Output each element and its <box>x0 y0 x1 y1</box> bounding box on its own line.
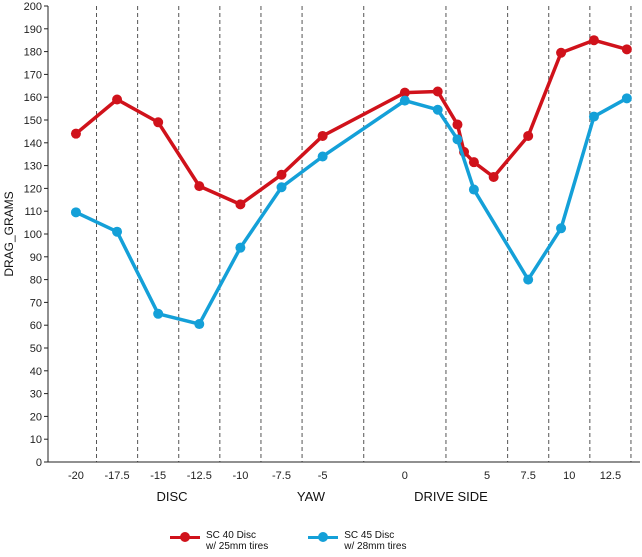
x-tick-label: -10 <box>232 470 248 482</box>
legend-label-sc40-line1: SC 40 Disc <box>206 530 257 541</box>
y-tick-label: 150 <box>24 115 42 127</box>
data-point <box>523 130 534 141</box>
data-point <box>621 44 632 55</box>
legend-dot-sc40 <box>180 532 190 542</box>
y-axis-title: DRAG_GRAMS <box>2 191 16 276</box>
data-point <box>112 94 123 105</box>
legend-label-sc40-line2: w/ 25mm tires <box>206 541 269 552</box>
data-point <box>194 181 205 192</box>
legend-item-sc45: SC 45 Disc w/ 28mm tires <box>308 530 406 552</box>
legend-label-sc40: SC 40 Disc w/ 25mm tires <box>206 530 268 552</box>
data-point <box>588 111 599 122</box>
y-tick-label: 140 <box>24 138 42 150</box>
data-point <box>452 119 463 130</box>
x-tick-label: -17.5 <box>105 470 130 482</box>
y-tick-label: 120 <box>24 183 42 195</box>
data-point <box>488 172 499 182</box>
data-point <box>153 117 164 128</box>
data-point <box>194 319 205 330</box>
x-tick-label: -20 <box>68 470 84 482</box>
data-point <box>70 207 81 218</box>
x-tick-label: 12.5 <box>600 470 621 482</box>
y-tick-label: 200 <box>24 1 42 13</box>
y-tick-label: 50 <box>30 343 42 355</box>
x-tick-label: 0 <box>402 470 408 482</box>
data-point <box>317 130 328 141</box>
data-point <box>317 151 328 162</box>
y-tick-label: 60 <box>30 320 42 332</box>
data-point <box>276 169 287 180</box>
y-tick-label: 110 <box>24 206 42 218</box>
data-point <box>235 242 246 253</box>
data-point <box>112 226 123 237</box>
data-point <box>556 223 567 234</box>
y-tick-label: 40 <box>30 366 42 378</box>
data-point <box>468 157 479 168</box>
x-tick-label: -7.5 <box>272 470 291 482</box>
y-tick-label: 80 <box>30 275 42 287</box>
series-lines <box>70 35 632 330</box>
axes <box>44 5 640 463</box>
region-label-drive-side: DRIVE SIDE <box>414 489 488 504</box>
data-point <box>432 86 443 97</box>
data-point <box>556 47 567 58</box>
data-point <box>621 93 632 104</box>
y-tick-label: 0 <box>36 457 42 469</box>
y-tick-label: 130 <box>24 161 42 173</box>
data-point <box>70 128 81 139</box>
y-tick-label: 160 <box>24 92 42 104</box>
region-label-disc: DISC <box>156 489 187 504</box>
y-tick-label: 70 <box>30 297 42 309</box>
series-line-1 <box>74 96 629 326</box>
data-point <box>468 184 479 195</box>
data-point <box>153 308 164 319</box>
x-tick-label: 7.5 <box>521 470 536 482</box>
y-tick-label: 190 <box>24 24 42 36</box>
x-axis-title: YAW <box>297 489 326 504</box>
data-point <box>276 182 287 193</box>
data-point <box>399 87 410 98</box>
legend: SC 40 Disc w/ 25mm tires SC 45 Disc w/ 2… <box>170 530 406 552</box>
legend-dot-sc45 <box>318 532 329 542</box>
y-tick-labels: 0 10 20 30 40 50 60 70 80 90 100 110 120 130 140 150 160… <box>24 1 42 469</box>
y-tick-label: 20 <box>30 411 42 423</box>
y-tick-label: 180 <box>24 47 42 59</box>
legend-swatch-sc45 <box>308 530 339 544</box>
x-tick-label: -15 <box>150 470 166 482</box>
y-tick-label: 30 <box>30 389 42 401</box>
data-point <box>432 104 443 115</box>
legend-label-sc45-line2: w/ 28mm tires <box>344 541 407 552</box>
x-tick-label: -12.5 <box>187 470 212 482</box>
y-tick-label: 100 <box>24 229 42 241</box>
data-point <box>588 35 599 46</box>
y-tick-label: 170 <box>24 69 42 81</box>
legend-label-sc45: SC 45 Disc w/ 28mm tires <box>344 530 406 552</box>
legend-item-sc40: SC 40 Disc w/ 25mm tires <box>170 530 268 552</box>
x-tick-labels: -20-17.5-15-12.5-10-7.5-5057.51012.51517… <box>68 470 621 482</box>
x-tick-label: 5 <box>484 470 490 482</box>
legend-label-sc45-line1: SC 45 Disc <box>344 530 395 541</box>
y-tick-label: 90 <box>30 252 42 264</box>
y-tick-label: 10 <box>30 434 42 446</box>
data-point <box>399 95 410 106</box>
x-tick-label: -5 <box>318 470 328 482</box>
data-point <box>452 134 463 145</box>
data-point <box>523 274 534 285</box>
data-point <box>235 199 246 210</box>
legend-swatch-sc40 <box>170 530 200 544</box>
x-tick-label: 10 <box>563 470 575 482</box>
grid-lines <box>96 6 632 462</box>
